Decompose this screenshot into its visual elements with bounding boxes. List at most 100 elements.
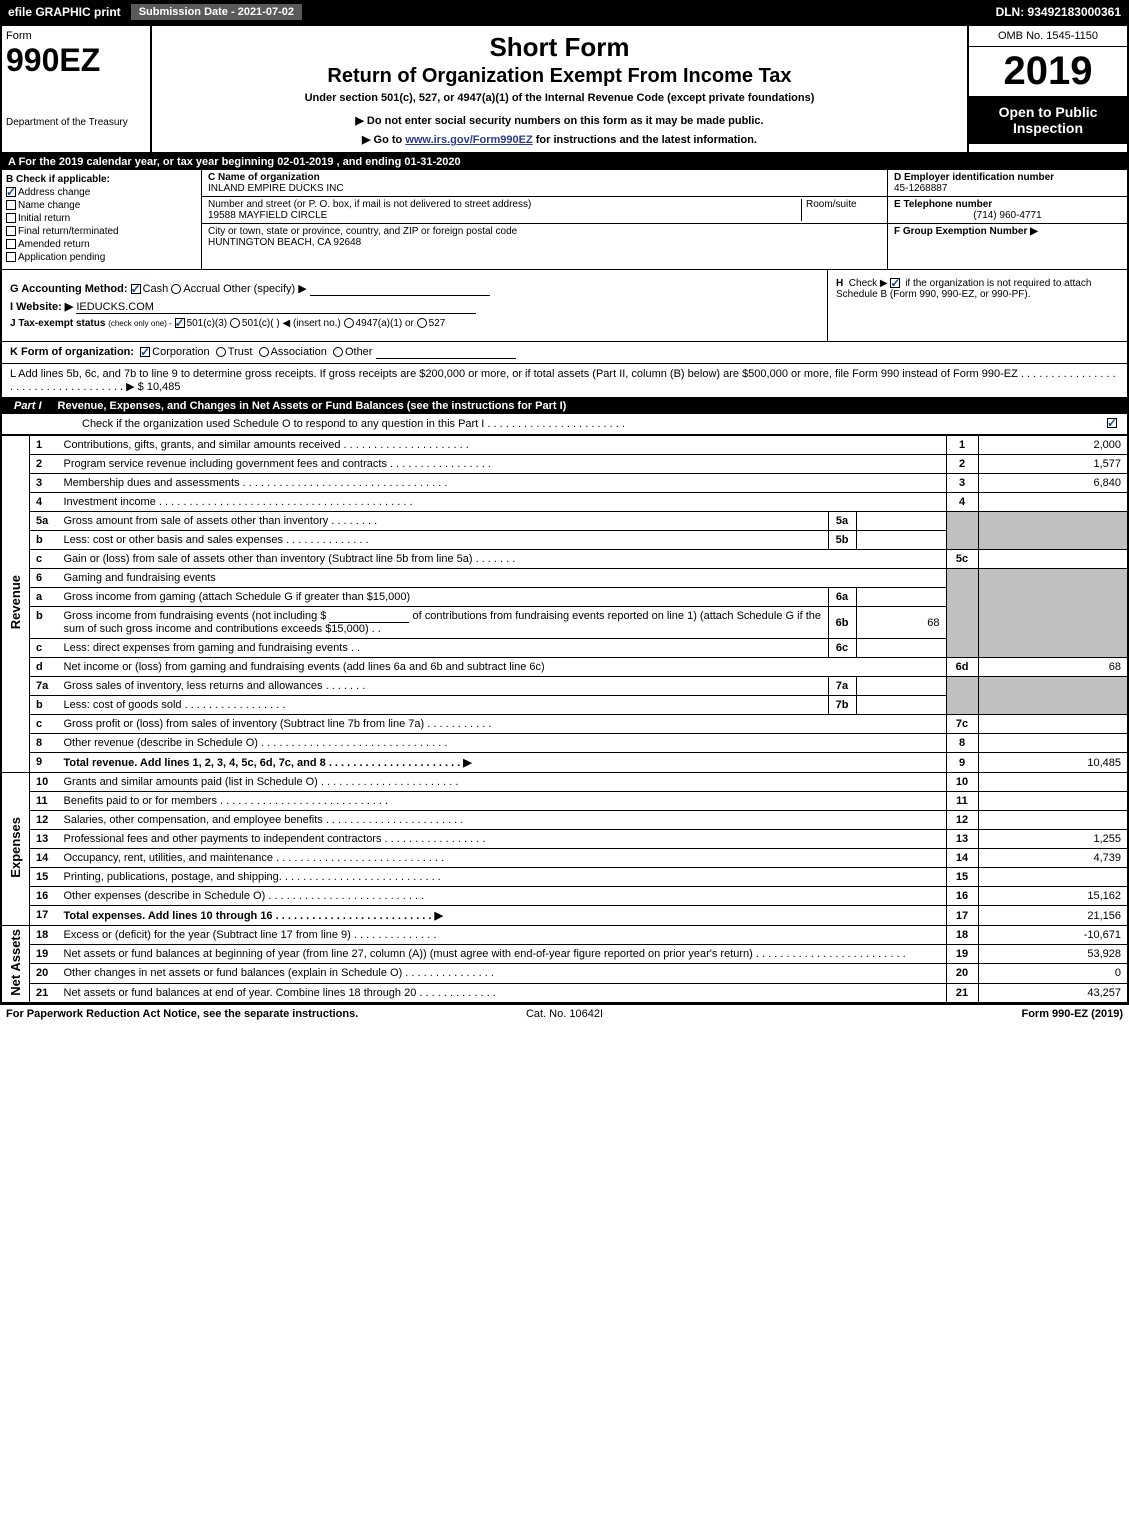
radio-icon[interactable]	[230, 318, 240, 328]
radio-icon[interactable]	[216, 347, 226, 357]
efile-label[interactable]: efile GRAPHIC print	[0, 5, 129, 19]
line-19-desc: Net assets or fund balances at beginning…	[58, 945, 947, 964]
goto-prefix: ▶ Go to	[362, 134, 405, 146]
check-name-change[interactable]: Name change	[6, 200, 197, 211]
line-6c-subval	[856, 639, 946, 658]
footer: For Paperwork Reduction Act Notice, see …	[0, 1004, 1129, 1023]
l-value: 10,485	[147, 381, 181, 393]
row-a-tax-year: A For the 2019 calendar year, or tax yea…	[0, 154, 1129, 170]
check-label: Address change	[18, 187, 90, 198]
line-18-num: 18	[946, 926, 978, 945]
k-other: Other	[345, 346, 373, 358]
department: Department of the Treasury	[6, 117, 146, 128]
line-17-num: 17	[946, 906, 978, 926]
checkbox-icon[interactable]	[140, 347, 150, 357]
checkbox-icon	[6, 213, 16, 223]
radio-icon[interactable]	[417, 318, 427, 328]
line-11-desc: Benefits paid to or for members . . . . …	[58, 792, 947, 811]
check-amended-return[interactable]: Amended return	[6, 239, 197, 250]
line-no: 5a	[30, 512, 58, 531]
checkbox-icon[interactable]	[890, 278, 900, 288]
line-7a-sub: 7a	[828, 677, 856, 696]
check-label: Application pending	[18, 252, 105, 263]
line-6a-subval	[856, 588, 946, 607]
i-label: I Website: ▶	[10, 301, 73, 313]
gray-cell	[946, 512, 978, 550]
check-label: Final return/terminated	[18, 226, 119, 237]
check-address-change[interactable]: Address change	[6, 187, 197, 198]
j-527: 527	[429, 318, 446, 329]
check-label: Amended return	[18, 239, 90, 250]
line-8-num: 8	[946, 734, 978, 753]
radio-icon[interactable]	[333, 347, 343, 357]
b-label: B Check if applicable:	[6, 174, 197, 185]
line-21-val: 43,257	[978, 983, 1128, 1003]
line-15-val	[978, 868, 1128, 887]
revenue-vertical-label: Revenue	[1, 436, 30, 773]
e-phone-label: E Telephone number	[894, 199, 1121, 210]
column-b: B Check if applicable: Address change Na…	[2, 170, 202, 269]
line-no: 1	[30, 436, 58, 455]
line-no: 16	[30, 887, 58, 906]
row-l: L Add lines 5b, 6c, and 7b to line 9 to …	[0, 364, 1129, 398]
line-10-desc: Grants and similar amounts paid (list in…	[58, 773, 947, 792]
line-5c-num: 5c	[946, 550, 978, 569]
footer-center: Cat. No. 10642I	[378, 1008, 750, 1020]
i-website: I Website: ▶ IEDUCKS.COM	[10, 300, 819, 314]
checkbox-icon[interactable]	[175, 318, 185, 328]
d-ein-label: D Employer identification number	[894, 172, 1121, 183]
line-no: 3	[30, 474, 58, 493]
line-14-desc: Occupancy, rent, utilities, and maintena…	[58, 849, 947, 868]
radio-icon[interactable]	[344, 318, 354, 328]
checkbox-icon	[6, 226, 16, 236]
accrual-label: Accrual	[183, 283, 220, 295]
check-final-return[interactable]: Final return/terminated	[6, 226, 197, 237]
line-7c-num: 7c	[946, 715, 978, 734]
line-no: 11	[30, 792, 58, 811]
footer-right: Form 990-EZ (2019)	[751, 1008, 1123, 1020]
title-short-form: Short Form	[158, 32, 961, 63]
check-label: Name change	[18, 200, 80, 211]
section-gh: G Accounting Method: Cash Accrual Other …	[0, 270, 1129, 342]
line-no: c	[30, 639, 58, 658]
line-1-val: 2,000	[978, 436, 1128, 455]
checkbox-icon[interactable]	[131, 284, 141, 294]
org-name: INLAND EMPIRE DUCKS INC	[208, 183, 881, 194]
line-12-val	[978, 811, 1128, 830]
tax-year: 2019	[969, 47, 1127, 96]
goto-text: ▶ Go to www.irs.gov/Form990EZ for instru…	[158, 133, 961, 146]
line-6d-num: 6d	[946, 658, 978, 677]
radio-icon[interactable]	[171, 284, 181, 294]
gray-cell	[978, 569, 1128, 658]
line-1-num: 1	[946, 436, 978, 455]
part1-check: Check if the organization used Schedule …	[0, 414, 1129, 435]
check-initial-return[interactable]: Initial return	[6, 213, 197, 224]
radio-icon[interactable]	[259, 347, 269, 357]
line-5b-sub: 5b	[828, 531, 856, 550]
checkbox-icon[interactable]	[1107, 418, 1117, 428]
submission-date: Submission Date - 2021-07-02	[129, 2, 304, 22]
line-6-desc: Gaming and fundraising events	[58, 569, 947, 588]
line-no: c	[30, 715, 58, 734]
line-4-num: 4	[946, 493, 978, 512]
line-5c-val	[978, 550, 1128, 569]
line-no: 12	[30, 811, 58, 830]
line-7c-desc: Gross profit or (loss) from sales of inv…	[58, 715, 947, 734]
line-9-num: 9	[946, 753, 978, 773]
part1-table: Revenue 1 Contributions, gifts, grants, …	[0, 435, 1129, 1004]
g-label: G Accounting Method:	[10, 283, 128, 295]
line-no: 19	[30, 945, 58, 964]
line-no: 9	[30, 753, 58, 773]
line-6d-desc: Net income or (loss) from gaming and fun…	[58, 658, 947, 677]
under-section: Under section 501(c), 527, or 4947(a)(1)…	[158, 92, 961, 104]
gray-cell	[978, 677, 1128, 715]
section-bc: B Check if applicable: Address change Na…	[0, 170, 1129, 270]
check-application-pending[interactable]: Application pending	[6, 252, 197, 263]
line-no: 7a	[30, 677, 58, 696]
line-no: 21	[30, 983, 58, 1003]
line-5a-desc: Gross amount from sale of assets other t…	[58, 512, 829, 531]
line-21-desc: Net assets or fund balances at end of ye…	[58, 983, 947, 1003]
part1-check-text: Check if the organization used Schedule …	[82, 418, 625, 430]
goto-link[interactable]: www.irs.gov/Form990EZ	[405, 134, 532, 146]
goto-suffix: for instructions and the latest informat…	[533, 134, 757, 146]
